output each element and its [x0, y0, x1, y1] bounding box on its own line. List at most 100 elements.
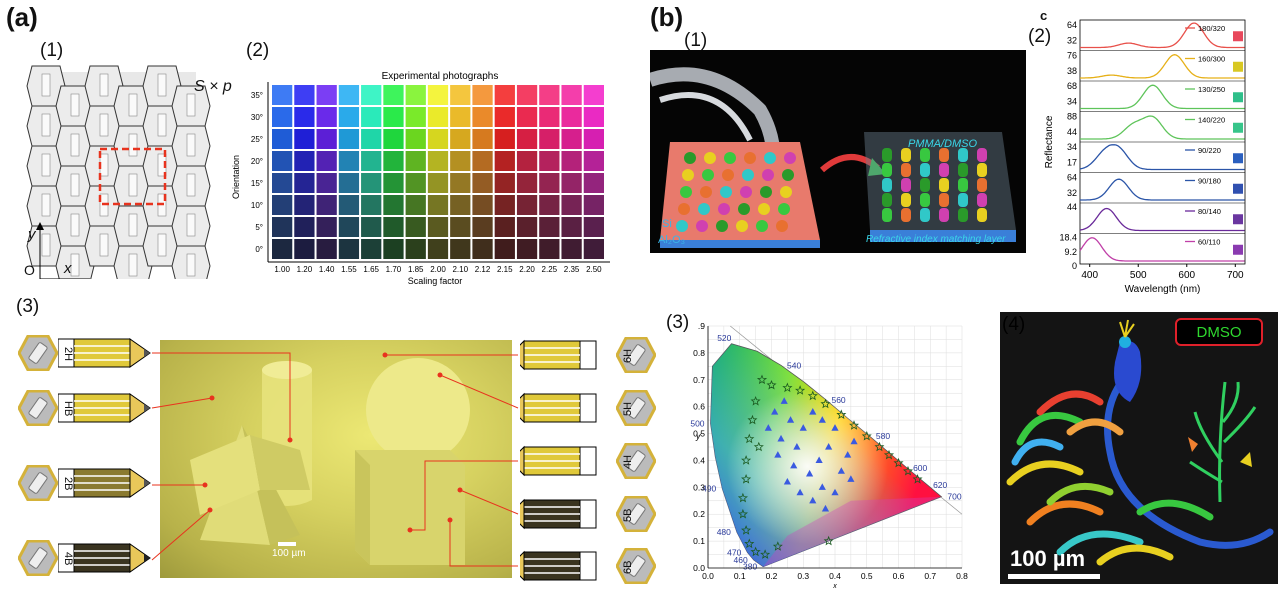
b2-swatch	[1233, 122, 1243, 133]
color-cell	[405, 85, 426, 105]
b3-x-tick: 0.6	[893, 571, 905, 581]
a1-scale-label: S × p	[194, 78, 232, 95]
color-cell	[516, 129, 538, 149]
leader-line	[449, 520, 518, 567]
a2-y-tick: 0°	[255, 245, 263, 254]
nanopillar	[920, 148, 930, 162]
color-cell	[472, 85, 493, 105]
color-cell	[338, 195, 360, 215]
b3-y-tick: 0.4	[693, 455, 705, 465]
a2-x-tick: 1.70	[386, 265, 402, 274]
b2-swatch	[1233, 61, 1243, 72]
color-cell	[583, 151, 604, 171]
a2-x-tick: 1.20	[297, 265, 313, 274]
a2-y-tick: 30°	[251, 113, 263, 122]
color-cell	[361, 85, 382, 105]
b2-swatch	[1233, 214, 1243, 225]
color-cell	[316, 107, 337, 127]
triangle-point	[793, 443, 801, 450]
color-cell	[427, 173, 449, 193]
color-cell	[316, 173, 337, 193]
b3-y-tick: 0.7	[693, 375, 705, 385]
b3-x-tick: 0.4	[829, 571, 841, 581]
star-point	[836, 409, 847, 420]
reflectance-line-90/220	[1079, 144, 1245, 171]
color-cell	[472, 129, 493, 149]
pencil-4B: 4B	[18, 540, 154, 576]
pencil-HB: HB	[18, 390, 154, 426]
nanopillar	[958, 178, 968, 192]
pencil-icon	[520, 339, 597, 371]
locus-label: 600	[913, 463, 927, 473]
b2-legend: 160/300	[1198, 55, 1225, 64]
locus-label: 470	[727, 547, 741, 557]
b2-legend: 140/220	[1198, 116, 1225, 125]
leader-line	[410, 460, 518, 531]
color-cell	[583, 107, 604, 127]
a2-xlabel: Scaling factor	[408, 276, 463, 286]
reflectance-line-80/140	[1079, 207, 1245, 232]
triangle-point	[818, 416, 826, 423]
hex-element-icon	[616, 548, 656, 584]
nanopillar	[742, 169, 754, 181]
b2-legend: 90/180	[1198, 177, 1221, 186]
color-cell	[494, 239, 515, 259]
b2-x-tick: 700	[1227, 270, 1244, 281]
b3-x-tick: 0.8	[956, 571, 968, 581]
nanopillar	[882, 208, 892, 222]
color-cell	[383, 217, 404, 237]
b2-swatch	[1233, 31, 1243, 42]
b2-ylabel: Reflectance	[1044, 115, 1055, 168]
star-point	[772, 541, 783, 551]
color-cell	[427, 151, 449, 171]
triangle-point	[799, 424, 807, 431]
star-point	[737, 508, 748, 519]
leader-line	[151, 397, 213, 409]
leader-line	[152, 352, 291, 440]
color-cell	[361, 217, 382, 237]
a2-y-tick: 10°	[251, 201, 263, 210]
color-grid-chart: Experimental photographs 1.00 1.20 1.40 1.5…	[231, 71, 610, 286]
color-cell	[450, 217, 471, 237]
b3-xlabel: x	[832, 583, 837, 590]
color-cell	[338, 173, 360, 193]
pencil-icon	[58, 393, 151, 423]
nanopillar	[676, 220, 688, 232]
a1-axis-y: y	[28, 226, 36, 243]
nanopillar	[680, 186, 692, 198]
nanopillar	[738, 203, 750, 215]
nanopillar	[920, 208, 930, 222]
star-point	[795, 385, 806, 395]
nanopillar	[716, 220, 728, 232]
a2-x-tick: 2.25	[542, 265, 558, 274]
nanopillar	[776, 220, 788, 232]
triangle-point	[809, 496, 817, 504]
hex-element-icon	[18, 465, 58, 501]
color-cell	[561, 107, 582, 127]
triangle-point	[777, 434, 785, 442]
color-cell	[539, 195, 560, 215]
nanopillar	[762, 169, 774, 181]
color-cell	[472, 151, 493, 171]
triangle-point	[818, 483, 826, 490]
star-point	[861, 430, 872, 441]
b2-y-tick: 76	[1067, 51, 1077, 61]
nanopillar	[736, 220, 748, 232]
star-point	[744, 433, 755, 444]
nanopillar	[977, 193, 987, 207]
color-cell	[272, 129, 293, 149]
pmma-label: PMMA/DMSO	[908, 138, 978, 150]
color-cell	[338, 239, 360, 259]
b2-y-tick: 0	[1072, 261, 1077, 271]
color-cell	[561, 129, 582, 149]
nanopillar	[939, 193, 949, 207]
color-cell	[361, 195, 382, 215]
triangle-point	[774, 451, 782, 458]
color-cell	[583, 217, 604, 237]
star-point	[741, 474, 752, 484]
color-cell	[516, 151, 538, 171]
nanopillar	[958, 148, 968, 162]
color-cell	[561, 195, 582, 215]
nanopillar	[920, 163, 930, 177]
a2-x-tick: 2.50	[586, 265, 602, 274]
